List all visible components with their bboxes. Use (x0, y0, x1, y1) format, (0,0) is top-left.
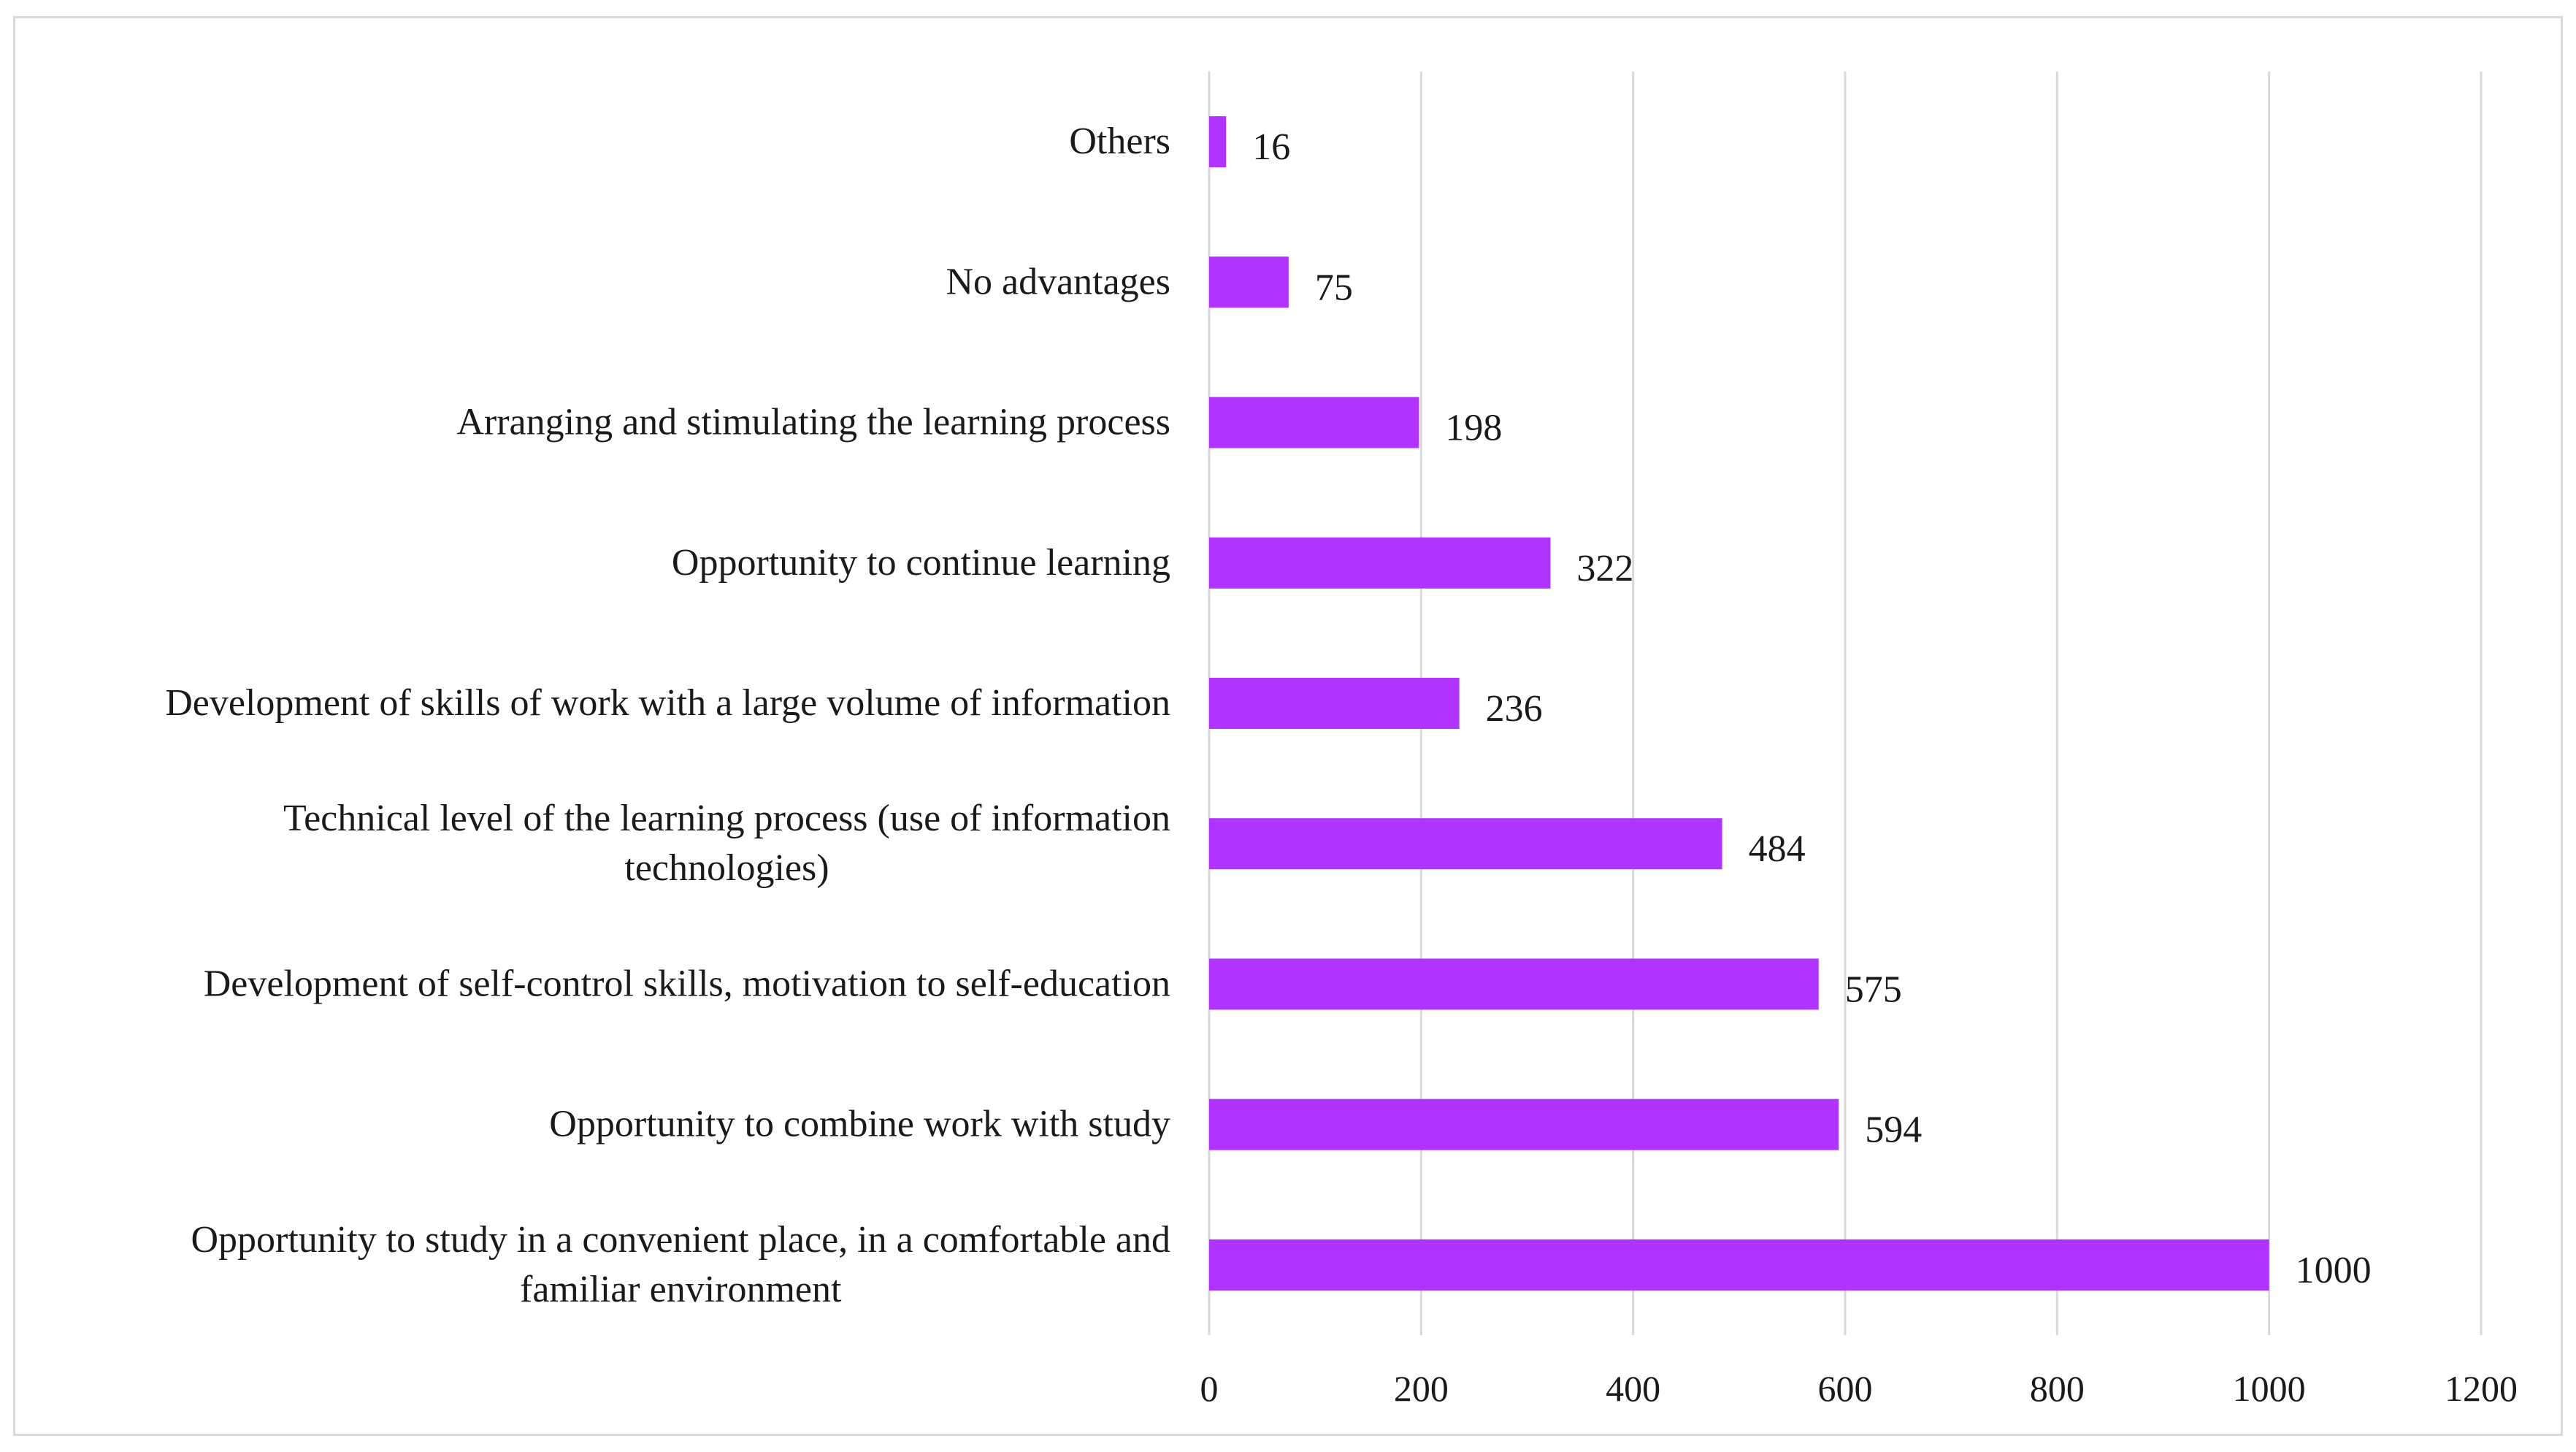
data-label: 484 (1749, 828, 1806, 870)
value-labels: 1000 594 575 484 236 322 198 75 16 (1252, 126, 2371, 1291)
bar (1209, 116, 1227, 168)
data-label: 16 (1252, 126, 1290, 168)
category-label: Opportunity to continue learning (672, 542, 1170, 584)
data-label: 575 (1845, 968, 1902, 1010)
data-label: 198 (1445, 408, 1502, 449)
category-labels: Opportunity to study in a convenient pla… (165, 121, 1170, 1310)
category-label: Technical level of the learning process … (283, 798, 1170, 839)
x-tick-label: 1200 (2445, 1368, 2518, 1409)
x-tick-label: 0 (1200, 1368, 1219, 1409)
bar (1209, 256, 1289, 308)
bar (1209, 1239, 2269, 1291)
category-label: Others (1069, 121, 1170, 162)
bar (1209, 818, 1722, 870)
category-label: familiar environment (520, 1269, 842, 1310)
x-tick-label: 600 (1818, 1368, 1873, 1409)
category-label: technologies) (624, 847, 829, 889)
bar (1209, 678, 1460, 729)
category-label: Arranging and stimulating the learning p… (456, 402, 1170, 443)
category-label: No advantages (946, 261, 1170, 302)
bar (1209, 1098, 1839, 1150)
data-label: 594 (1865, 1109, 1922, 1151)
data-label: 75 (1315, 267, 1353, 308)
category-label: Opportunity to combine work with study (549, 1104, 1170, 1145)
data-label: 322 (1576, 548, 1633, 589)
category-label: Development of skills of work with a lar… (165, 682, 1170, 724)
category-label: Opportunity to study in a convenient pla… (191, 1219, 1170, 1261)
bar (1209, 537, 1551, 589)
category-label: Development of self-control skills, moti… (204, 963, 1170, 1004)
bars (1209, 116, 2269, 1291)
bar (1209, 397, 1419, 448)
x-tick-label: 400 (1606, 1368, 1660, 1409)
data-label: 236 (1486, 688, 1543, 730)
x-tick-label: 1000 (2233, 1368, 2306, 1409)
x-tick-label: 200 (1394, 1368, 1449, 1409)
x-axis-tick-labels: 0 200 400 600 800 1000 1200 (1200, 1368, 2518, 1409)
bar (1209, 958, 1819, 1010)
x-tick-label: 800 (2030, 1368, 2085, 1409)
data-label: 1000 (2296, 1250, 2372, 1291)
